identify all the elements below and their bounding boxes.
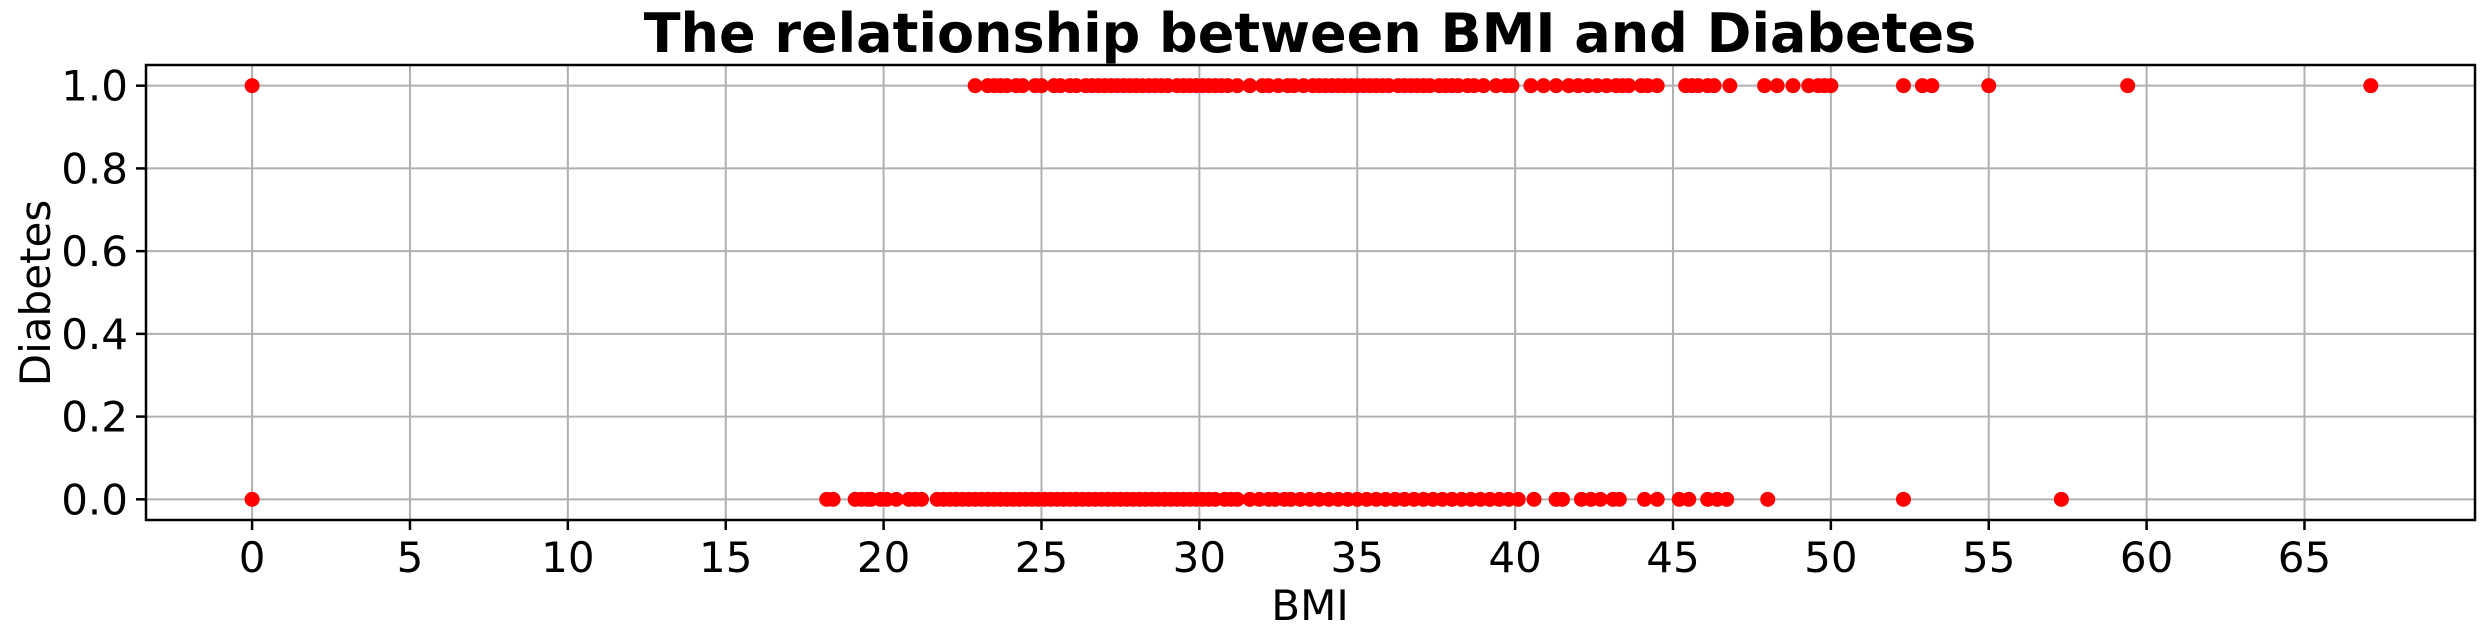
x-tick-label: 35: [1331, 533, 1384, 582]
data-point: [1611, 491, 1627, 507]
data-point: [1924, 78, 1940, 94]
x-tick-label: 15: [699, 533, 752, 582]
chart-title: The relationship between BMI and Diabete…: [644, 2, 1977, 65]
grid-lines: [146, 65, 2475, 520]
y-tick-label: 0.6: [61, 227, 128, 276]
data-point: [1706, 78, 1722, 94]
data-point: [1510, 491, 1526, 507]
data-point: [1621, 78, 1637, 94]
data-point: [1592, 491, 1608, 507]
x-tick-label: 45: [1646, 533, 1699, 582]
x-tick-label: 30: [1173, 533, 1226, 582]
x-tick-label: 25: [1015, 533, 1068, 582]
data-point: [967, 78, 983, 94]
data-point: [825, 491, 841, 507]
x-tick-label: 50: [1804, 533, 1857, 582]
x-axis-ticks: 0 5 10 15 20 25 30 35 40 45 50 55 60 65: [239, 520, 2331, 582]
data-point: [1769, 78, 1785, 94]
data-point: [1242, 78, 1258, 94]
data-point: [1823, 78, 1839, 94]
data-point: [2120, 78, 2136, 94]
y-tick-label: 0.2: [61, 393, 128, 442]
data-point: [1554, 491, 1570, 507]
data-point: [888, 491, 904, 507]
y-tick-label: 0.0: [61, 475, 128, 524]
x-axis-label: BMI: [1271, 581, 1348, 630]
x-tick-label: 40: [1488, 533, 1541, 582]
data-point: [244, 491, 260, 507]
data-point: [1504, 78, 1520, 94]
x-tick-label: 65: [2278, 533, 2331, 582]
data-point: [1536, 78, 1552, 94]
data-point: [2363, 78, 2379, 94]
data-point: [1526, 491, 1542, 507]
x-tick-label: 0: [239, 533, 266, 582]
data-point: [1015, 78, 1031, 94]
data-point: [1229, 491, 1245, 507]
data-point: [1523, 78, 1539, 94]
y-tick-label: 0.4: [61, 310, 128, 359]
data-point: [1757, 78, 1773, 94]
y-axis-ticks: 0.0 0.2 0.4 0.6 0.8 1.0: [61, 62, 146, 524]
data-point: [1719, 491, 1735, 507]
x-tick-label: 10: [541, 533, 594, 582]
data-point: [1229, 78, 1245, 94]
data-point: [244, 78, 260, 94]
y-tick-label: 0.8: [61, 144, 128, 193]
data-point: [1649, 491, 1665, 507]
data-point: [1681, 491, 1697, 507]
data-point: [913, 491, 929, 507]
scatter-points: [244, 78, 2379, 507]
data-point: [1760, 491, 1776, 507]
y-axis-label: Diabetes: [11, 200, 60, 386]
data-point: [1785, 78, 1801, 94]
data-point: [1649, 78, 1665, 94]
x-tick-label: 20: [857, 533, 910, 582]
data-point: [1981, 78, 1997, 94]
data-point: [1895, 491, 1911, 507]
data-point: [1722, 78, 1738, 94]
x-tick-label: 5: [397, 533, 424, 582]
x-tick-label: 60: [2120, 533, 2173, 582]
x-tick-label: 55: [1962, 533, 2015, 582]
data-point: [1033, 78, 1049, 94]
data-point: [1476, 78, 1492, 94]
data-point: [2053, 491, 2069, 507]
plot-frame: [144, 63, 2477, 522]
data-point: [1548, 78, 1564, 94]
data-point: [1895, 78, 1911, 94]
data-point: [1637, 491, 1653, 507]
y-tick-label: 1.0: [61, 62, 128, 111]
